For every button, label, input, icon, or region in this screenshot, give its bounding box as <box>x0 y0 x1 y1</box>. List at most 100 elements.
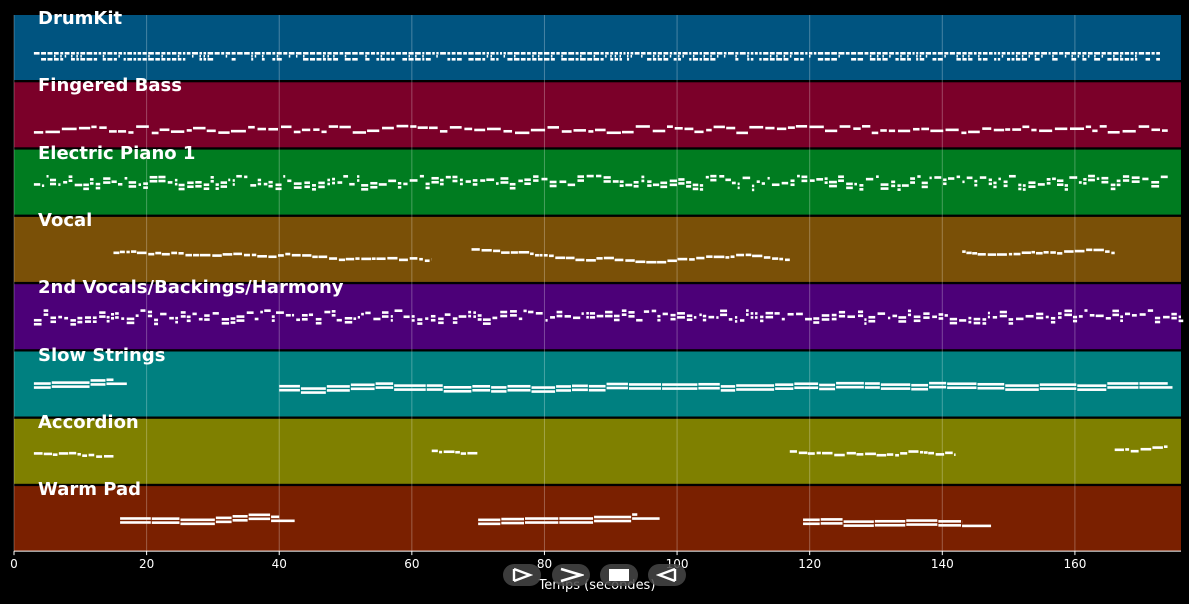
note <box>1163 315 1170 319</box>
note <box>503 55 506 58</box>
note <box>897 184 901 187</box>
note <box>120 517 151 520</box>
note <box>600 58 604 61</box>
note <box>361 184 369 187</box>
note <box>261 58 265 61</box>
note <box>111 180 117 184</box>
note <box>882 58 888 61</box>
note <box>966 251 972 255</box>
note <box>897 129 911 133</box>
rewind-button[interactable] <box>648 564 686 586</box>
note <box>824 177 828 180</box>
note <box>524 182 531 186</box>
note <box>447 58 451 61</box>
note <box>594 515 632 519</box>
note <box>221 318 230 321</box>
note <box>561 52 567 55</box>
note <box>321 130 327 134</box>
note <box>641 55 643 58</box>
note <box>997 52 1001 55</box>
note <box>1036 316 1044 320</box>
note <box>177 58 182 61</box>
note <box>669 55 672 58</box>
note <box>160 312 167 316</box>
note <box>283 52 288 55</box>
note <box>628 383 662 386</box>
stop-button[interactable] <box>600 564 638 586</box>
note <box>285 313 291 317</box>
note <box>699 58 702 61</box>
note <box>60 58 64 61</box>
play-button[interactable] <box>503 564 541 586</box>
note <box>1022 125 1030 129</box>
note <box>895 453 899 457</box>
note <box>1031 250 1036 254</box>
note <box>660 181 668 185</box>
note <box>667 259 677 263</box>
note <box>626 58 630 61</box>
note <box>58 315 63 319</box>
note <box>301 318 308 321</box>
note <box>212 254 222 257</box>
note <box>403 315 410 319</box>
note <box>477 318 482 321</box>
note <box>431 449 438 453</box>
note <box>1120 315 1123 319</box>
note <box>1001 55 1004 58</box>
note <box>1131 314 1137 317</box>
note <box>312 255 318 259</box>
note <box>1057 183 1064 187</box>
note <box>838 52 845 55</box>
note <box>677 312 685 315</box>
note <box>803 522 820 526</box>
note <box>702 314 707 318</box>
note <box>662 312 668 316</box>
note <box>544 58 550 61</box>
note <box>769 55 772 58</box>
note <box>365 55 367 58</box>
note <box>982 58 988 61</box>
note <box>174 178 178 182</box>
note <box>720 309 728 313</box>
note <box>203 55 206 58</box>
note <box>1028 52 1034 55</box>
note <box>962 180 965 184</box>
note <box>1018 187 1022 191</box>
note <box>443 386 472 389</box>
note <box>930 129 944 133</box>
note <box>58 452 69 455</box>
note <box>514 55 516 58</box>
note <box>501 521 525 525</box>
note <box>113 58 117 61</box>
note <box>468 58 474 61</box>
note <box>417 322 423 325</box>
note <box>118 130 127 133</box>
note <box>371 257 376 260</box>
note <box>439 450 443 454</box>
note <box>921 185 928 189</box>
note <box>316 58 322 61</box>
note <box>666 125 673 128</box>
note <box>588 388 606 392</box>
note <box>33 322 42 326</box>
note <box>736 384 775 387</box>
note <box>1096 177 1100 180</box>
note <box>723 52 727 55</box>
note <box>210 180 214 183</box>
note <box>846 182 853 186</box>
note <box>136 251 147 255</box>
note <box>1035 251 1043 255</box>
note <box>425 317 429 320</box>
note <box>1099 125 1107 128</box>
note <box>336 318 342 322</box>
note <box>944 55 946 58</box>
note <box>785 258 790 262</box>
note <box>1046 178 1051 181</box>
note <box>478 518 501 522</box>
note <box>713 255 725 259</box>
fast-forward-button[interactable] <box>552 564 590 586</box>
note <box>264 309 271 312</box>
note <box>720 385 736 388</box>
note <box>143 186 148 189</box>
note <box>596 314 604 318</box>
